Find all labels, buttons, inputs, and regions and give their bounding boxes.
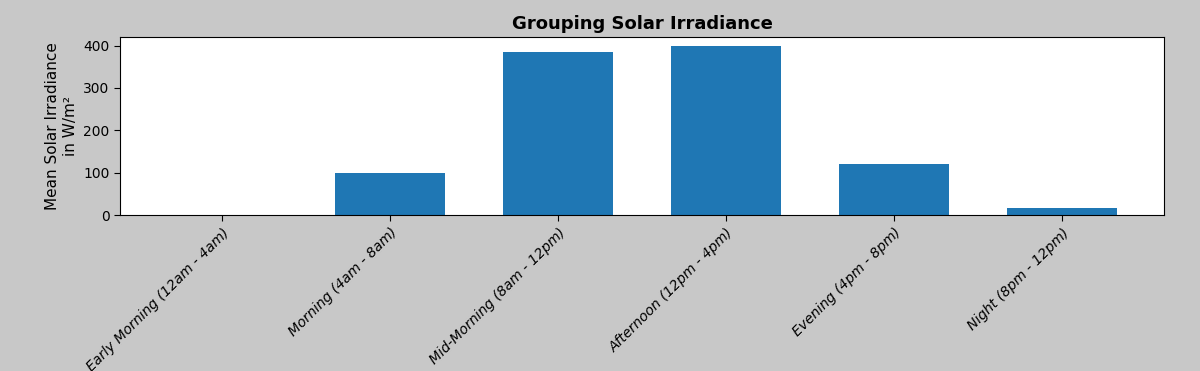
Title: Grouping Solar Irradiance: Grouping Solar Irradiance [511,15,773,33]
Y-axis label: Mean Solar Irradiance
in W/m²: Mean Solar Irradiance in W/m² [46,42,78,210]
Bar [1007,207,1116,215]
Bar [504,52,613,215]
Bar [839,164,948,215]
Bar [336,173,445,215]
Bar [671,46,780,215]
